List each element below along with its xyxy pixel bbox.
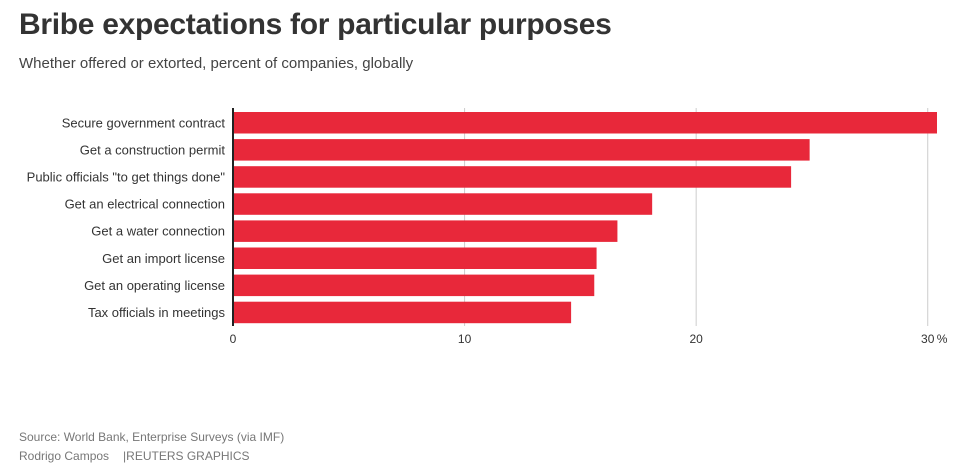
bar-6: [233, 274, 595, 297]
bar-2: [233, 166, 792, 188]
x-tick-label-30: 30: [921, 332, 935, 346]
source-note: Source: World Bank, Enterprise Surveys (…: [19, 430, 285, 444]
x-unit-label: %: [937, 332, 948, 346]
category-label-5: Get an import license: [102, 251, 225, 266]
bar-5: [233, 247, 597, 269]
bar-4: [233, 220, 618, 242]
category-label-1: Get a construction permit: [80, 142, 226, 157]
author-name: Rodrigo Campos: [19, 449, 110, 463]
category-label-7: Tax officials in meetings: [88, 305, 226, 320]
category-label-3: Get an electrical connection: [65, 197, 225, 212]
category-label-2: Public officials "to get things done": [27, 169, 226, 184]
x-tick-label-20: 20: [689, 332, 703, 346]
category-label-6: Get an operating license: [84, 278, 225, 293]
agency-name: |REUTERS GRAPHICS: [123, 449, 250, 463]
category-label-0: Secure government contract: [62, 115, 226, 130]
bar-1: [233, 139, 810, 161]
bar-3: [233, 193, 653, 215]
credit-line: Rodrigo Campos |REUTERS GRAPHICS: [19, 449, 250, 463]
category-label-4: Get a water connection: [91, 224, 225, 239]
x-tick-label-10: 10: [458, 332, 472, 346]
bar-0: [233, 112, 937, 134]
x-tick-label-0: 0: [230, 332, 237, 346]
chart-subtitle: Whether offered or extorted, percent of …: [19, 55, 414, 72]
chart-title: Bribe expectations for particular purpos…: [19, 8, 612, 41]
bar-7: [233, 301, 572, 324]
